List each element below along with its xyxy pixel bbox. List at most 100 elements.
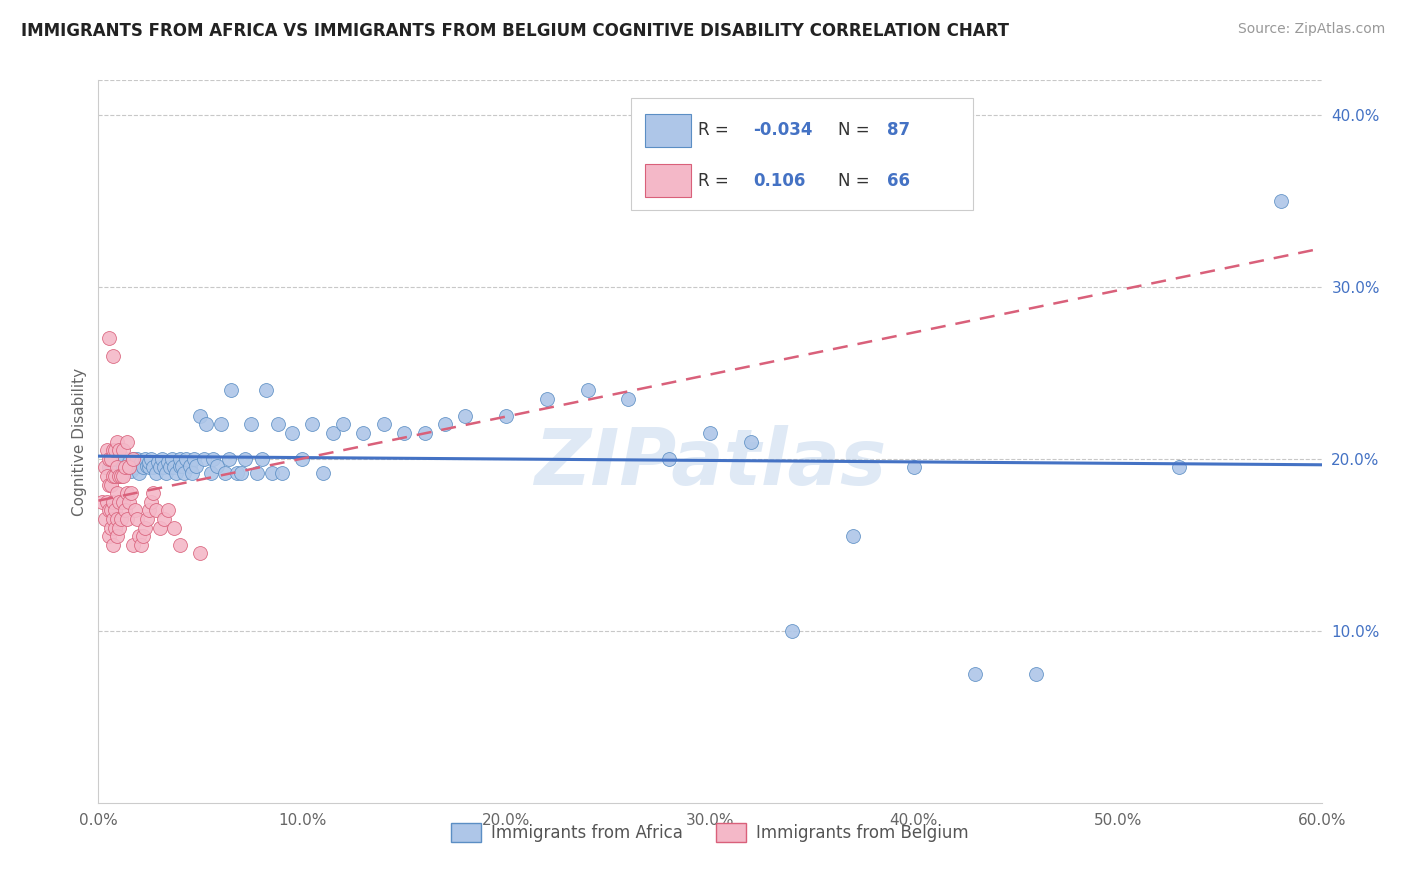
Point [138, 460, 160, 475]
Point [129, 538, 152, 552]
Point [165, 466, 187, 480]
Point [108, 469, 131, 483]
Point [118, 460, 141, 475]
Point [104, 469, 127, 483]
Text: N =: N = [838, 121, 876, 139]
Point [156, 455, 179, 469]
Point [218, 451, 240, 466]
Point [132, 529, 155, 543]
Point [97, 331, 120, 345]
Point [159, 460, 181, 475]
Point [97, 529, 120, 543]
Point [105, 512, 128, 526]
Point [740, 434, 762, 449]
Point [352, 425, 374, 440]
Point [332, 417, 354, 432]
Point [413, 425, 436, 440]
Point [118, 455, 141, 469]
Point [392, 425, 416, 440]
Point [91, 494, 114, 508]
Point [111, 460, 134, 475]
Point [105, 529, 128, 543]
Point [226, 466, 249, 480]
Point [108, 520, 131, 534]
Point [108, 443, 131, 458]
Point [149, 460, 172, 475]
Point [96, 469, 118, 483]
Point [122, 538, 145, 552]
Point [110, 469, 132, 483]
Point [100, 477, 122, 491]
Point [312, 466, 335, 480]
Point [118, 460, 141, 475]
Point [169, 458, 191, 473]
Point [231, 466, 253, 480]
Point [240, 417, 263, 432]
Point [115, 512, 138, 526]
Bar [645, 164, 692, 197]
Point [195, 417, 218, 432]
Point [434, 417, 457, 432]
Point [186, 458, 208, 473]
Point [246, 466, 269, 480]
Point [155, 466, 177, 480]
Point [136, 512, 159, 526]
Point [152, 512, 174, 526]
Point [219, 383, 242, 397]
Point [114, 460, 136, 475]
Point [124, 503, 146, 517]
Point [105, 486, 128, 500]
Point [495, 409, 517, 423]
Point [101, 469, 124, 483]
Point [291, 451, 314, 466]
Point [174, 451, 197, 466]
Text: N =: N = [838, 172, 876, 190]
Point [179, 458, 201, 473]
Point [142, 486, 165, 500]
Point [101, 349, 124, 363]
Text: 87: 87 [887, 121, 911, 139]
Point [169, 451, 191, 466]
Point [193, 451, 215, 466]
Point [100, 520, 122, 534]
Point [129, 455, 152, 469]
Text: -0.034: -0.034 [752, 121, 813, 139]
Point [150, 451, 173, 466]
Point [110, 512, 132, 526]
Point [780, 624, 803, 638]
Point [122, 451, 145, 466]
Point [841, 529, 863, 543]
Point [188, 409, 212, 423]
Point [260, 466, 283, 480]
Point [96, 443, 118, 458]
Point [1167, 460, 1189, 475]
Point [97, 477, 120, 491]
Point [1025, 666, 1047, 681]
Point [169, 538, 191, 552]
Point [699, 425, 721, 440]
Point [145, 503, 167, 517]
Point [101, 443, 124, 458]
Point [188, 546, 212, 560]
Point [134, 520, 156, 534]
Point [163, 460, 186, 475]
Point [214, 466, 236, 480]
Point [97, 503, 120, 517]
Point [115, 486, 138, 500]
Point [105, 434, 128, 449]
Point [454, 409, 477, 423]
Point [104, 451, 127, 466]
Point [965, 666, 987, 681]
Point [145, 466, 167, 480]
Point [114, 451, 136, 466]
Point [322, 425, 344, 440]
Text: IMMIGRANTS FROM AFRICA VS IMMIGRANTS FROM BELGIUM COGNITIVE DISABILITY CORRELATI: IMMIGRANTS FROM AFRICA VS IMMIGRANTS FRO… [21, 22, 1010, 40]
Point [97, 460, 120, 475]
Point [254, 383, 277, 397]
Point [100, 451, 122, 466]
Point [104, 503, 127, 517]
Point [576, 383, 599, 397]
Point [138, 455, 160, 469]
Point [100, 503, 122, 517]
Point [108, 494, 131, 508]
